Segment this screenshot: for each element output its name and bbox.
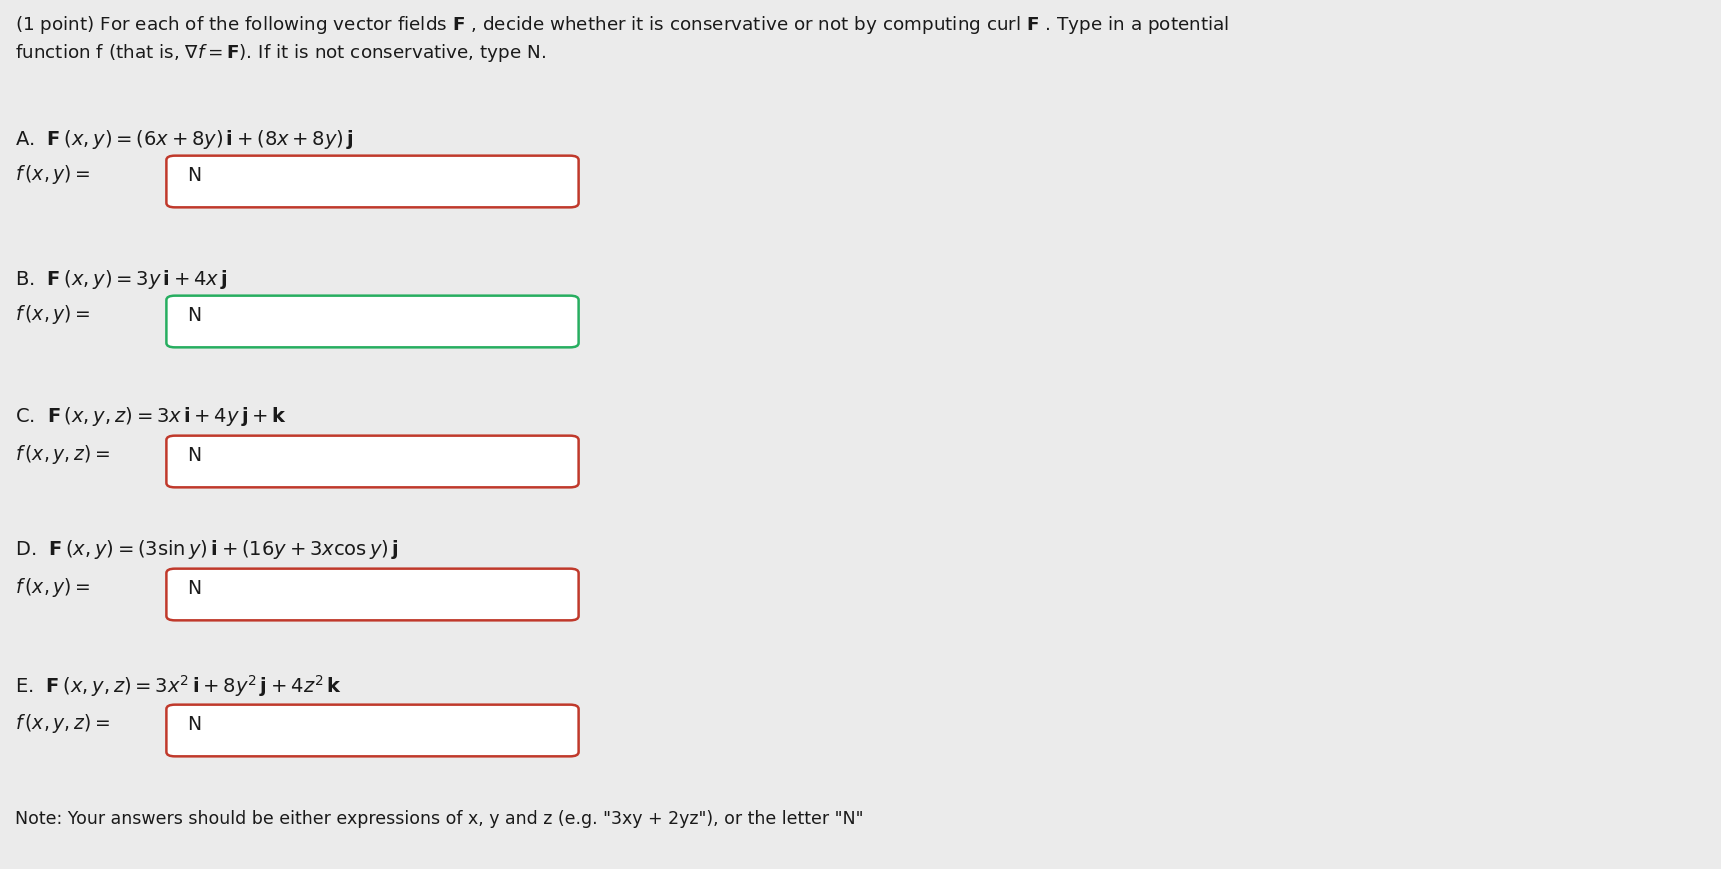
Text: N: N xyxy=(188,307,201,326)
FancyBboxPatch shape xyxy=(167,568,578,620)
Text: C.  $\mathbf{F}\,(x, y, z) = 3x\,\mathbf{i} + 4y\,\mathbf{j} + \mathbf{k}$: C. $\mathbf{F}\,(x, y, z) = 3x\,\mathbf{… xyxy=(15,405,287,428)
Text: $f\,(x, y, z) =$: $f\,(x, y, z) =$ xyxy=(15,712,110,735)
Text: N: N xyxy=(188,580,201,599)
FancyBboxPatch shape xyxy=(167,705,578,756)
Text: D.  $\mathbf{F}\,(x, y) = (3\sin y)\,\mathbf{i} + (16y + 3x\cos y)\,\mathbf{j}$: D. $\mathbf{F}\,(x, y) = (3\sin y)\,\mat… xyxy=(15,538,399,561)
Text: E.  $\mathbf{F}\,(x, y, z) = 3x^2\,\mathbf{i} + 8y^2\,\mathbf{j} + 4z^2\,\mathbf: E. $\mathbf{F}\,(x, y, z) = 3x^2\,\mathb… xyxy=(15,673,342,699)
Text: function f (that is, $\nabla f = \mathbf{F}$). If it is not conservative, type N: function f (that is, $\nabla f = \mathbf… xyxy=(15,42,546,64)
Text: A.  $\mathbf{F}\,(x, y) = (6x + 8y)\,\mathbf{i} + (8x + 8y)\,\mathbf{j}$: A. $\mathbf{F}\,(x, y) = (6x + 8y)\,\mat… xyxy=(15,128,355,151)
FancyBboxPatch shape xyxy=(167,295,578,348)
FancyBboxPatch shape xyxy=(167,435,578,488)
Text: $f\,(x, y, z) =$: $f\,(x, y, z) =$ xyxy=(15,443,110,466)
Text: N: N xyxy=(188,167,201,185)
Text: N: N xyxy=(188,447,201,466)
Text: Note: Your answers should be either expressions of x, y and z (e.g. "3xy + 2yz"): Note: Your answers should be either expr… xyxy=(15,810,864,828)
Text: N: N xyxy=(188,715,201,734)
Text: $f\,(x, y) =$: $f\,(x, y) =$ xyxy=(15,576,91,599)
Text: $f\,(x, y) =$: $f\,(x, y) =$ xyxy=(15,303,91,326)
Text: (1 point) For each of the following vector fields $\mathbf{F}$ , decide whether : (1 point) For each of the following vect… xyxy=(15,14,1229,36)
Text: $f\,(x, y) =$: $f\,(x, y) =$ xyxy=(15,163,91,186)
Text: B.  $\mathbf{F}\,(x, y) = 3y\,\mathbf{i} + 4x\,\mathbf{j}$: B. $\mathbf{F}\,(x, y) = 3y\,\mathbf{i} … xyxy=(15,268,227,291)
FancyBboxPatch shape xyxy=(167,156,578,208)
